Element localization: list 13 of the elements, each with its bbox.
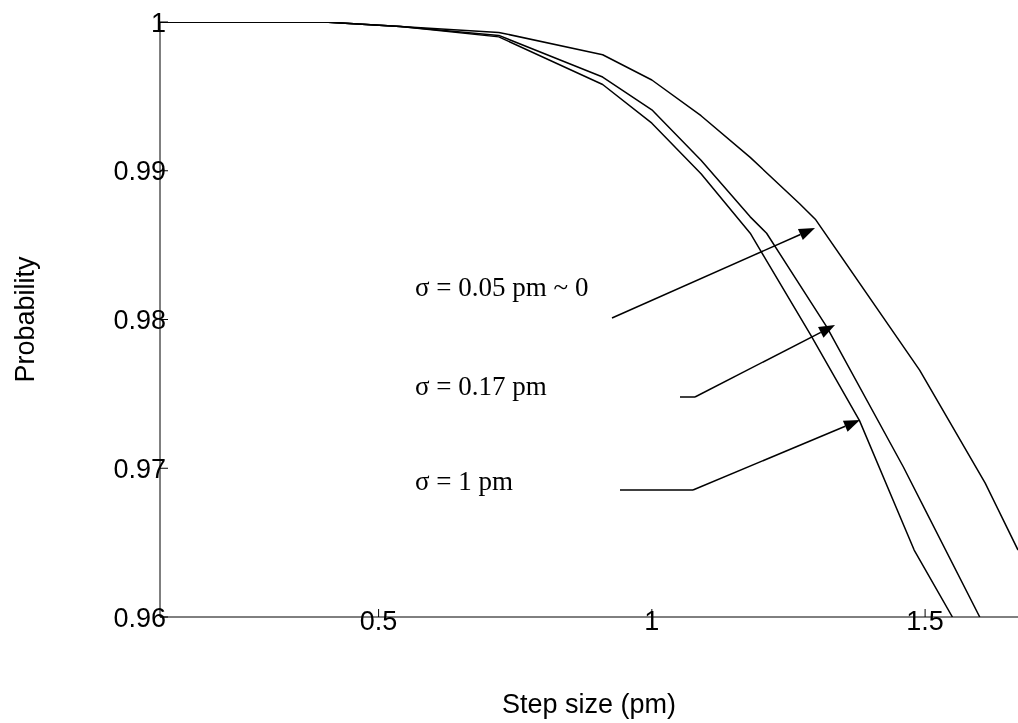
x-tick-label: 1 — [644, 606, 660, 637]
x-tick-label: 0.5 — [359, 606, 398, 637]
x-axis-title: Step size (pm) — [501, 689, 677, 719]
annotation: σ = 0.05 pm ~ 0 — [415, 272, 589, 302]
y-tick-label: 0.99 — [113, 156, 166, 187]
y-tick-label: 1 — [150, 7, 166, 38]
y-axis-title: Probability — [10, 255, 40, 383]
y-tick-label: 0.97 — [113, 453, 166, 484]
y-tick-label: 0.98 — [113, 305, 166, 336]
x-tick-label: 1.5 — [906, 606, 944, 637]
y-tick-label: 0.96 — [113, 602, 166, 633]
annotation: σ = 1 pm — [415, 466, 514, 496]
annotation: σ = 0.17 pm — [415, 371, 547, 401]
